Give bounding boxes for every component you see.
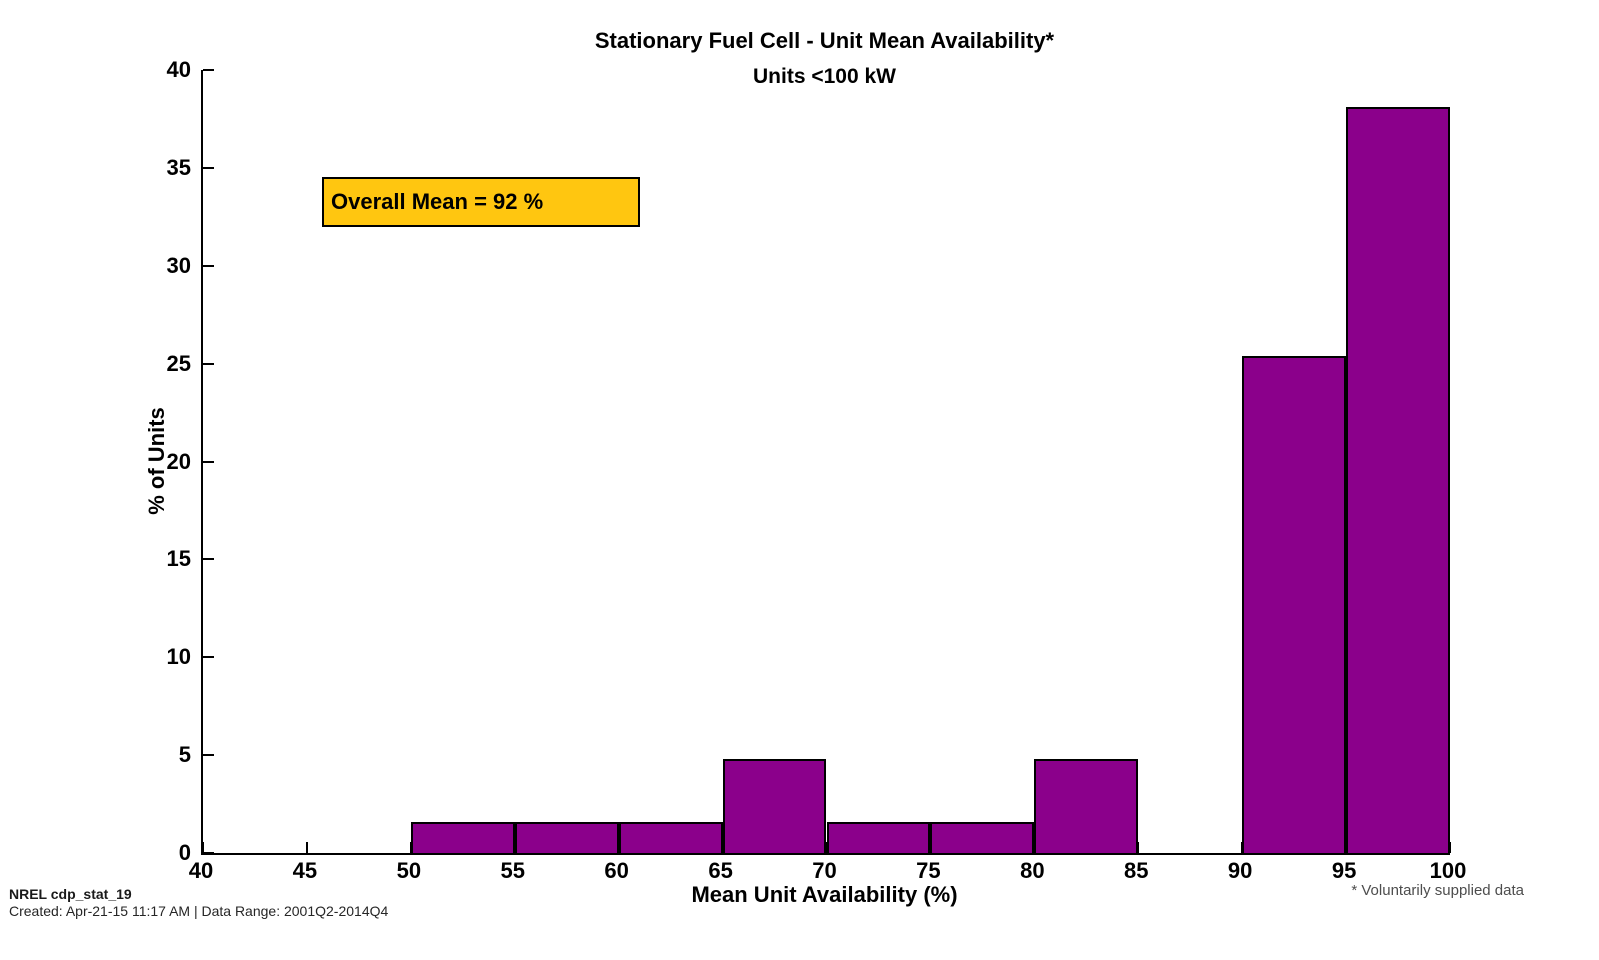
y-tick-label: 40 — [166, 57, 191, 82]
y-tick-label: 15 — [166, 546, 191, 572]
x-tick-label: 85 — [1124, 858, 1149, 883]
histogram-bar — [826, 821, 931, 853]
y-tick-label: 10 — [166, 644, 191, 670]
chart-subtitle: Units <100 kW — [753, 65, 896, 88]
overall-mean-annotation: Overall Mean = 92 % — [322, 177, 640, 227]
x-tick-label: 95 — [1331, 858, 1357, 883]
footer-left: NREL cdp_stat_19 Created: Apr-21-15 11:1… — [9, 886, 388, 920]
histogram-bar — [618, 821, 723, 853]
y-tick-mark — [203, 264, 214, 267]
x-tick-label: 75 — [916, 858, 941, 883]
y-tick-mark — [203, 852, 214, 854]
histogram-bar — [514, 821, 619, 853]
x-tick-mark — [1449, 842, 1451, 853]
x-tick-label: 70 — [812, 858, 837, 883]
y-tick-mark — [203, 656, 214, 659]
x-tick-label: 80 — [1020, 858, 1045, 883]
y-tick-mark — [203, 166, 214, 169]
histogram-bar — [410, 821, 515, 853]
y-tick-label: 25 — [166, 350, 191, 376]
x-tick-mark — [1137, 842, 1140, 853]
histogram-bar — [1242, 355, 1347, 853]
y-tick-mark — [203, 460, 214, 463]
document-id: NREL cdp_stat_19 — [9, 886, 132, 902]
y-tick-label: 35 — [166, 154, 191, 180]
chart-title: Stationary Fuel Cell - Unit Mean Availab… — [594, 28, 1055, 53]
x-tick-label: 65 — [708, 858, 733, 883]
y-tick-mark — [203, 362, 214, 365]
histogram-bar — [1346, 107, 1450, 853]
x-tick-label: 90 — [1227, 858, 1253, 883]
y-tick-label: 0 — [178, 840, 191, 865]
created-and-data-range: Created: Apr-21-15 11:17 AM | Data Range… — [9, 903, 389, 919]
y-tick-label: 5 — [178, 742, 191, 768]
histogram-bar — [1034, 759, 1139, 853]
voluntary-data-note: * Voluntarily supplied data — [1351, 882, 1524, 899]
x-tick-mark — [305, 842, 308, 853]
y-tick-label: 30 — [166, 252, 191, 278]
histogram-bar — [930, 821, 1035, 853]
x-tick-label: 45 — [292, 858, 318, 883]
y-tick-mark — [203, 754, 214, 757]
y-tick-mark — [203, 558, 214, 561]
x-tick-label: 50 — [396, 858, 422, 883]
x-tick-label: 100 — [1429, 858, 1467, 883]
histogram-bar — [722, 759, 827, 853]
x-tick-mark — [202, 842, 204, 853]
x-axis-label: Mean Unit Availability (%) — [691, 882, 958, 907]
y-tick-mark — [203, 69, 214, 71]
x-tick-label: 60 — [604, 858, 629, 883]
y-axis-label: % of Units — [144, 407, 169, 515]
plot-area — [201, 69, 1451, 855]
x-tick-label: 40 — [188, 858, 214, 883]
x-tick-label: 55 — [500, 858, 525, 883]
y-tick-label: 20 — [166, 448, 191, 474]
